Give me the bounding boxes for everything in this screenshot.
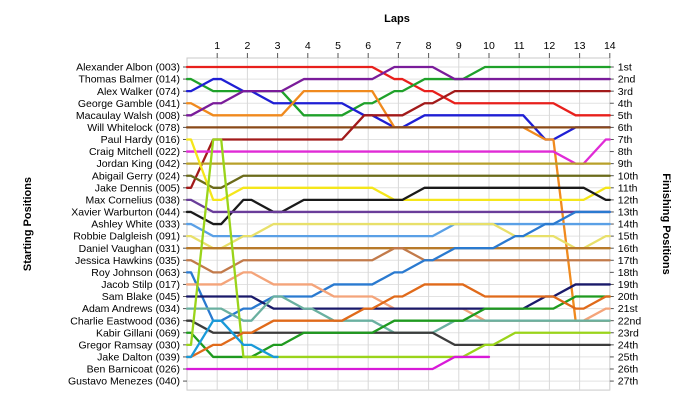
- lap-tick-label: 14: [604, 40, 616, 52]
- series-line: [185, 65, 611, 117]
- lap-tick-label: 9: [456, 40, 462, 52]
- series-line: [185, 210, 611, 322]
- starting-position-label: Ashley White (033): [91, 219, 180, 231]
- starting-position-label: Macaulay Walsh (008): [76, 110, 180, 122]
- starting-position-label: Robbie Dalgleish (091): [73, 231, 180, 243]
- finishing-position-label: 12th: [618, 194, 639, 206]
- finishing-position-label: 10th: [618, 170, 639, 182]
- starting-position-label: Charlie Eastwood (036): [70, 315, 180, 327]
- starting-position-label: Adam Andrews (034): [82, 303, 180, 315]
- finishing-position-label: 18th: [618, 267, 639, 279]
- lap-tick-label: 1: [214, 40, 220, 52]
- starting-position-label: Gregor Ramsay (030): [78, 339, 180, 351]
- series-line: [185, 174, 611, 189]
- starting-position-label: Sam Blake (045): [102, 291, 180, 303]
- finishing-position-label: 27th: [618, 376, 639, 388]
- finishing-position-label: 21st: [618, 303, 638, 315]
- series-line: [185, 222, 611, 238]
- starting-position-label: Roy Johnson (063): [91, 267, 180, 279]
- starting-position-label: Craig Mitchell (022): [89, 146, 180, 158]
- finishing-position-label: 14th: [618, 219, 639, 231]
- starting-position-label: Alexander Albon (003): [76, 62, 180, 74]
- starting-position-label: Max Cornelius (038): [85, 194, 180, 206]
- starting-position-label: Jake Dennis (005): [95, 182, 180, 194]
- lap-tick-label: 8: [426, 40, 432, 52]
- starting-position-label: Jordan King (042): [97, 158, 180, 170]
- finishing-position-label: 6th: [618, 122, 633, 134]
- lap-tick-label: 5: [335, 40, 341, 52]
- finishing-position-label: 13th: [618, 207, 639, 219]
- series-line: [185, 319, 611, 346]
- starting-position-label: Kabir Gillani (069): [96, 327, 180, 339]
- starting-position-label: Thomas Balmer (014): [78, 74, 180, 86]
- finishing-position-label: 4th: [618, 98, 633, 110]
- finishing-position-label: 15th: [618, 231, 639, 243]
- lap-tick-label: 4: [305, 40, 311, 52]
- series-line: [185, 319, 279, 359]
- lap-tick-label: 3: [275, 40, 281, 52]
- labels: Laps Starting Positions Finishing Positi…: [22, 13, 672, 388]
- starting-position-label: George Gamble (041): [78, 98, 180, 110]
- finishing-position-label: 2nd: [618, 74, 636, 86]
- finishing-position-label: 26th: [618, 364, 639, 376]
- right-axis-label: Finishing Positions: [660, 173, 672, 274]
- series-lines: [185, 65, 611, 371]
- finishing-position-label: 19th: [618, 279, 639, 291]
- finishing-position-label: 7th: [618, 134, 633, 146]
- starting-position-label: Will Whitelock (078): [87, 122, 180, 134]
- series-line: [185, 90, 611, 189]
- starting-position-label: Jacob Stilp (017): [101, 279, 180, 291]
- finishing-position-label: 24th: [618, 339, 639, 351]
- finishing-position-label: 8th: [618, 146, 633, 158]
- finishing-position-label: 11th: [618, 182, 638, 194]
- lap-tick-label: 11: [514, 40, 525, 52]
- left-axis-label: Starting Positions: [22, 177, 34, 271]
- finishing-position-label: 17th: [618, 255, 639, 267]
- lap-tick-label: 7: [395, 40, 401, 52]
- finishing-position-label: 22nd: [618, 315, 642, 327]
- series-line: [185, 283, 611, 359]
- starting-position-label: Ben Barnicoat (026): [87, 364, 180, 376]
- finishing-position-label: 25th: [618, 352, 639, 364]
- finishing-position-label: 16th: [618, 243, 639, 255]
- series-line: [185, 138, 611, 202]
- lap-tick-label: 13: [574, 40, 586, 52]
- top-axis-label: Laps: [384, 13, 410, 25]
- series-line: [185, 198, 611, 214]
- starting-position-label: Paul Hardy (016): [101, 134, 180, 146]
- finishing-position-label: 1st: [618, 62, 632, 74]
- starting-position-label: Daniel Vaughan (031): [79, 243, 180, 255]
- starting-position-label: Gustavo Menezes (040): [68, 376, 180, 388]
- finishing-position-label: 9th: [618, 158, 633, 170]
- starting-position-label: Jessica Hawkins (035): [75, 255, 180, 267]
- lap-tick-label: 2: [244, 40, 250, 52]
- starting-position-label: Abigail Gerry (024): [92, 170, 180, 182]
- series-line: [185, 247, 611, 274]
- starting-position-label: Alex Walker (074): [97, 86, 180, 98]
- finishing-position-label: 3rd: [618, 86, 633, 98]
- lap-tick-label: 10: [483, 40, 495, 52]
- series-line: [185, 355, 491, 371]
- finishing-position-label: 20th: [618, 291, 639, 303]
- lap-tick-label: 6: [365, 40, 371, 52]
- starting-position-label: Xavier Warburton (044): [71, 207, 180, 219]
- series-line: [185, 65, 611, 117]
- series-line: [185, 138, 611, 359]
- starting-position-label: Jake Dalton (039): [97, 352, 180, 364]
- finishing-position-label: 23rd: [618, 327, 639, 339]
- finishing-position-label: 5th: [618, 110, 633, 122]
- lap-tick-label: 12: [544, 40, 556, 52]
- series-line: [185, 222, 611, 250]
